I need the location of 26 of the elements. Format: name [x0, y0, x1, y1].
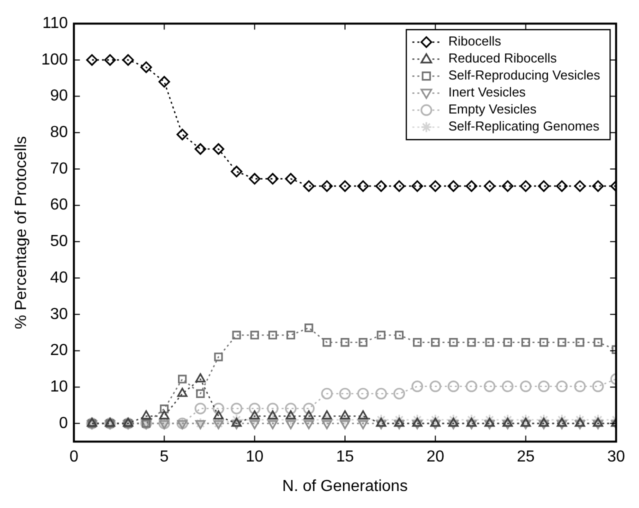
- x-tick-label: 10: [246, 448, 264, 466]
- y-tick-label: 40: [50, 269, 68, 286]
- y-tick-label: 90: [50, 88, 68, 105]
- x-tick-label: 25: [516, 448, 535, 466]
- legend-label: Self-Replicating Genomes: [448, 118, 600, 134]
- y-tick-label: 100: [41, 51, 68, 68]
- y-tick-label: 10: [50, 378, 68, 396]
- legend-label: Ribocells: [448, 34, 502, 49]
- x-tick-label: 5: [160, 448, 169, 466]
- y-tick-label: 110: [42, 15, 68, 32]
- y-tick-label: 30: [50, 306, 68, 323]
- x-axis-title: N. of Generations: [282, 478, 408, 495]
- legend-label: Reduced Ribocells: [448, 50, 558, 66]
- y-axis-title: % Percentage of Protocells: [13, 136, 30, 330]
- y-tick-label: 20: [50, 342, 68, 360]
- y-tick-label: 0: [58, 414, 68, 432]
- legend-label: Inert Vesicles: [448, 84, 526, 100]
- x-tick-label: 30: [607, 448, 626, 466]
- y-tick-label: 50: [50, 233, 68, 250]
- legend-label: Self-Reproducing Vesicles: [448, 68, 601, 83]
- y-tick-label: 60: [50, 196, 68, 214]
- x-tick-label: 20: [426, 448, 444, 466]
- y-tick-label: 70: [50, 160, 68, 178]
- x-tick-label: 15: [336, 448, 354, 466]
- y-tick-label: 80: [50, 124, 68, 142]
- legend-label: Empty Vesicles: [448, 102, 537, 117]
